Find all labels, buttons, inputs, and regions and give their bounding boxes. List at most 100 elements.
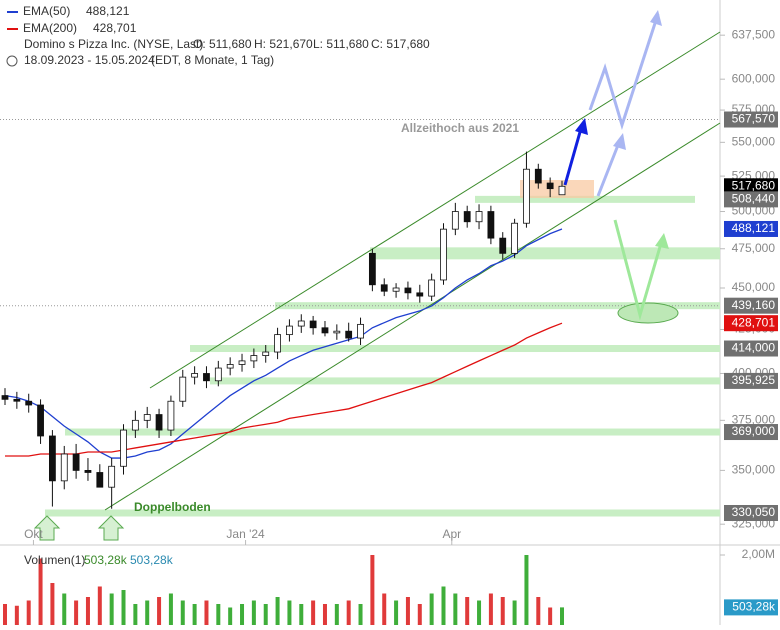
- candle-body: [357, 323, 364, 339]
- candle-body: [345, 330, 353, 339]
- price-tag-label: 488,121: [732, 221, 776, 235]
- volume-bar: [26, 600, 31, 625]
- candle-body: [131, 419, 139, 431]
- candle-body: [96, 472, 104, 488]
- volume-bar: [180, 600, 185, 625]
- candle-body: [49, 435, 56, 482]
- volume-value: 503,28k: [84, 553, 128, 567]
- volume-bar: [228, 607, 233, 625]
- volume-bar: [334, 604, 339, 625]
- target-ellipse: [617, 302, 679, 324]
- volume-bar: [405, 597, 410, 625]
- volume-bar: [536, 597, 541, 625]
- volume-bar: [311, 600, 316, 625]
- y-tick-label: 600,000: [732, 71, 776, 85]
- volume-bar: [417, 604, 422, 625]
- candle-body: [309, 320, 317, 329]
- price-tag-label: 517,680: [732, 178, 776, 192]
- legend-value: 428,701: [93, 21, 137, 35]
- arrow-head: [613, 133, 626, 150]
- candle-body: [297, 320, 305, 327]
- y-tick-label: 637,500: [732, 27, 776, 41]
- volume-bar: [133, 604, 138, 625]
- volume-bar: [168, 593, 173, 625]
- volume-bar: [441, 586, 446, 625]
- volume-bar: [192, 604, 197, 625]
- candle-body: [487, 211, 495, 239]
- candle-body: [37, 404, 44, 437]
- x-tick-label: Okt: [24, 527, 43, 541]
- price-tag: [724, 191, 778, 208]
- volume-bar: [465, 597, 470, 625]
- volume-bar: [560, 607, 564, 625]
- candle-body: [333, 330, 341, 334]
- volume-label: Volumen(1): [24, 553, 85, 567]
- y-tick-label: 475,000: [732, 241, 776, 255]
- support-zone: [190, 345, 720, 353]
- price-tag-label: 428,701: [732, 315, 776, 329]
- price-tag-label: 508,440: [732, 192, 776, 206]
- consolidation-box: [520, 180, 594, 198]
- volume-bar: [145, 600, 150, 625]
- candle-body: [558, 185, 566, 196]
- candle-body: [108, 465, 116, 488]
- ohlc-close: C: 517,680: [371, 37, 430, 51]
- y-tick-label: 375,000: [732, 412, 776, 426]
- volume-bar: [50, 583, 55, 625]
- candle-body: [155, 414, 163, 431]
- candle-body: [499, 237, 507, 254]
- volume-bar: [322, 604, 327, 625]
- volume-bar: [85, 597, 90, 625]
- candle-body: [534, 168, 542, 184]
- volume-bar: [62, 593, 67, 625]
- price-tag-label: 395,925: [732, 373, 776, 387]
- price-tag: [724, 424, 778, 441]
- price-tag: [724, 220, 778, 237]
- arrow-head: [575, 118, 588, 135]
- volume-bar: [157, 597, 162, 625]
- candle-body: [523, 168, 530, 224]
- volume-bar: [500, 597, 505, 625]
- candle-body: [368, 252, 376, 286]
- clock-icon: [6, 55, 18, 67]
- candle-body: [191, 373, 199, 378]
- volume-bar: [14, 605, 19, 625]
- volume-bar: [38, 558, 43, 625]
- support-zone: [475, 195, 695, 203]
- price-tag: [724, 111, 778, 128]
- candle-body: [416, 292, 424, 297]
- candle-body: [13, 398, 21, 402]
- candle-body: [203, 373, 210, 382]
- volume-bar: [240, 604, 245, 625]
- volume-bar: [97, 586, 102, 625]
- candle-body: [286, 325, 293, 336]
- volume-bar: [394, 600, 399, 625]
- legend-label: EMA(50): [23, 4, 70, 18]
- scenario-arrow: [563, 124, 584, 186]
- legend-label: EMA(200): [23, 21, 77, 35]
- volume-bar: [3, 604, 7, 625]
- price-tag-label: 567,570: [732, 112, 776, 126]
- ema-line: [5, 322, 563, 457]
- candle-body: [72, 453, 80, 471]
- candle-body: [262, 351, 270, 356]
- candle-body: [1, 395, 9, 400]
- volume-bar: [74, 600, 79, 625]
- volume-bar: [358, 604, 363, 625]
- price-tag-label: 330,050: [732, 505, 776, 519]
- candle-body: [60, 453, 68, 482]
- price-tag: [724, 297, 778, 314]
- price-tag: [724, 340, 778, 357]
- candle-body: [238, 360, 246, 365]
- price-tag: [724, 315, 778, 332]
- candle-body: [250, 355, 258, 362]
- candle-body: [214, 367, 222, 382]
- volume-tick-label: 2,00M: [742, 547, 775, 561]
- candle-body: [321, 327, 329, 334]
- candle-body: [546, 182, 554, 190]
- instrument: Domino s Pizza Inc. (NYSE, Last): [24, 37, 203, 51]
- volume-bar: [263, 604, 268, 625]
- candle-body: [143, 414, 151, 421]
- support-zone: [45, 509, 720, 517]
